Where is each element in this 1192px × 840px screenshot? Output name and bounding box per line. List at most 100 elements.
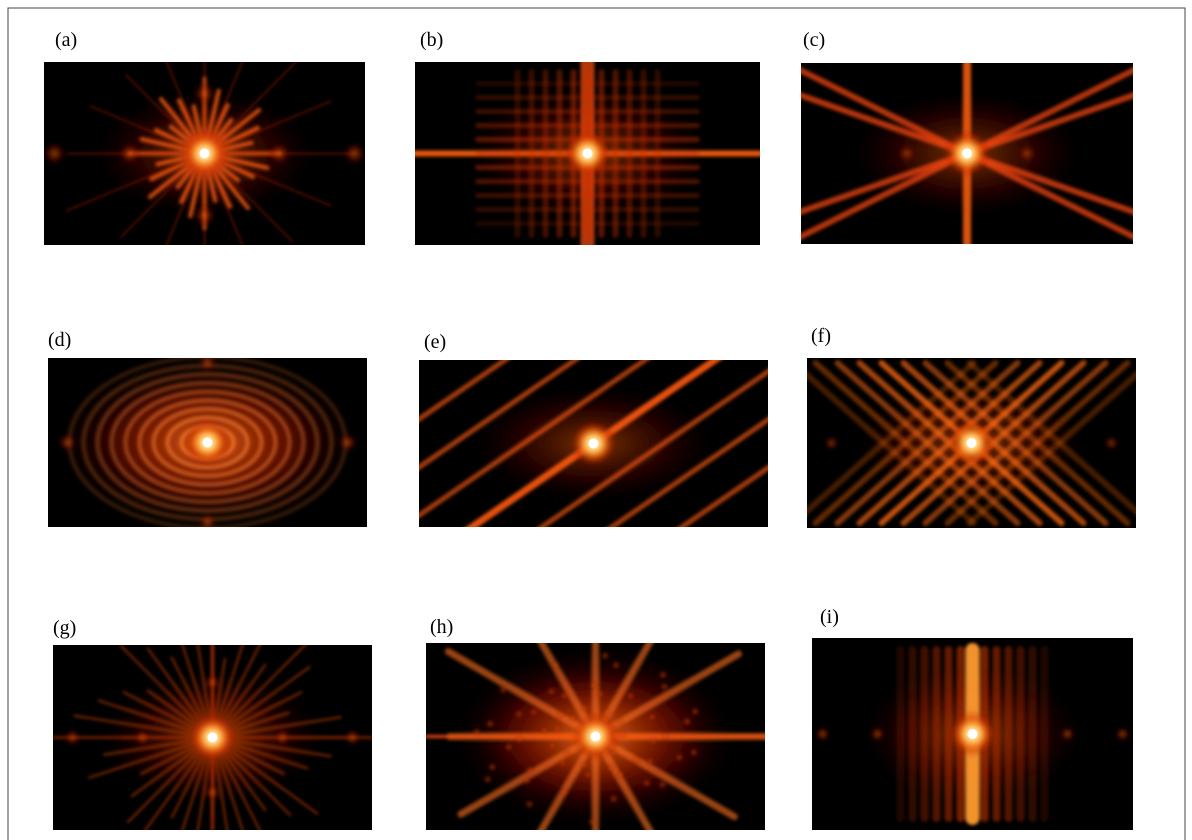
panel-label: (g): [53, 617, 76, 639]
panel-label: (a): [55, 29, 77, 51]
central-peak-core: [967, 438, 977, 448]
spot: [563, 749, 573, 759]
central-peak-core: [583, 149, 593, 159]
spot: [605, 763, 615, 773]
spot: [198, 353, 218, 373]
diffraction-pattern: [53, 604, 372, 840]
diffraction-pattern: [426, 586, 766, 840]
diffraction-pattern: [48, 353, 367, 533]
spot: [498, 685, 508, 695]
panel-label: (h): [430, 616, 453, 638]
spot: [660, 731, 670, 741]
spot: [198, 513, 218, 533]
spot: [647, 712, 657, 722]
pattern: [426, 586, 766, 840]
spot: [690, 706, 700, 716]
diffraction-pattern: [43, 21, 367, 297]
spot: [559, 788, 569, 798]
spot: [343, 142, 367, 166]
central-peak-core: [589, 439, 599, 449]
central-peak-core: [962, 149, 972, 159]
spot: [611, 660, 621, 670]
spot: [515, 735, 525, 745]
diffraction-pattern: [794, 358, 1150, 528]
spot: [558, 758, 568, 768]
spot: [58, 433, 78, 453]
spot: [118, 142, 142, 166]
spot: [504, 742, 514, 752]
panel-label: (b): [420, 29, 443, 51]
spot: [657, 780, 667, 790]
spot: [204, 674, 222, 692]
spot: [556, 709, 566, 719]
spot: [529, 707, 539, 717]
panel-label: (f): [811, 325, 831, 347]
spot: [539, 725, 549, 735]
spot: [560, 691, 570, 701]
spot: [338, 433, 358, 453]
spot: [525, 799, 535, 809]
central-peak-core: [208, 733, 218, 743]
spot: [193, 82, 217, 106]
spot: [204, 784, 222, 802]
diffraction-pattern: [797, 63, 1137, 244]
diffraction-pattern: [812, 638, 1133, 830]
spot: [268, 142, 292, 166]
spot: [642, 778, 652, 788]
spot: [648, 736, 658, 746]
spot: [525, 765, 535, 775]
spot: [617, 729, 627, 739]
spot: [483, 774, 493, 784]
spot: [609, 794, 619, 804]
spot: [587, 817, 597, 827]
spot: [616, 770, 626, 780]
central-peak-core: [203, 438, 213, 448]
spot: [546, 686, 556, 696]
central-peak-core: [591, 732, 601, 742]
spot: [580, 703, 590, 713]
figure: (a) (b) (c) (d) (e) (f) (g) (h) (i): [0, 0, 1192, 840]
spot: [1060, 726, 1076, 742]
spot: [514, 709, 524, 719]
spot: [632, 755, 642, 765]
spot: [193, 204, 217, 228]
spot: [580, 761, 590, 771]
spot: [626, 691, 636, 701]
central-peak-core: [968, 729, 978, 739]
page: {"panels": [{"label": "(a)"}, {"label": …: [0, 0, 1192, 840]
spot: [472, 727, 482, 737]
spot: [1115, 726, 1131, 742]
spot: [1104, 435, 1120, 451]
spot: [583, 770, 593, 780]
spot: [658, 670, 668, 680]
spot: [815, 726, 831, 742]
spot: [645, 756, 655, 766]
spot: [485, 719, 495, 729]
spot: [43, 142, 67, 166]
spot: [551, 660, 561, 670]
central-peak-core: [200, 149, 210, 159]
spot: [674, 752, 684, 762]
spot: [870, 726, 886, 742]
spot: [689, 747, 699, 757]
panel-label: (i): [820, 606, 839, 628]
spot: [522, 776, 532, 786]
spot: [344, 729, 362, 747]
spot: [615, 717, 625, 727]
spot: [659, 682, 669, 692]
panel-label: (d): [48, 329, 71, 351]
diffraction-pattern: [415, 62, 760, 245]
spot: [547, 740, 557, 750]
spot: [487, 762, 497, 772]
spot: [824, 435, 840, 451]
spot: [682, 717, 692, 727]
spot: [596, 689, 606, 699]
spot: [600, 651, 610, 661]
spot: [1017, 144, 1037, 164]
panel-label: (c): [803, 29, 825, 51]
spot: [552, 724, 562, 734]
spot: [274, 729, 292, 747]
spot: [64, 729, 82, 747]
panel-label: (e): [424, 331, 446, 353]
spot: [602, 707, 612, 717]
